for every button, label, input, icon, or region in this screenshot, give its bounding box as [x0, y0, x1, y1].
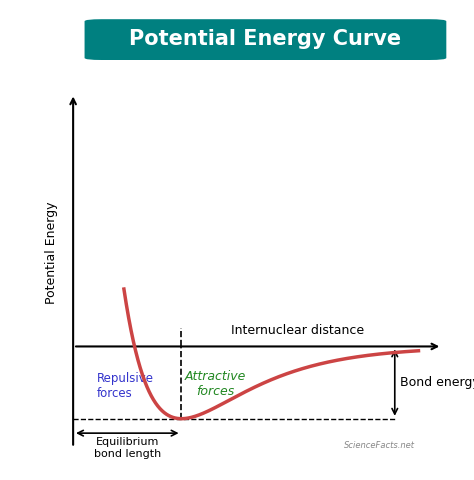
- Text: Bond energy: Bond energy: [400, 376, 474, 389]
- Text: Equilibrium
bond length: Equilibrium bond length: [94, 437, 161, 459]
- Text: ScienceFacts.net: ScienceFacts.net: [344, 441, 415, 450]
- Text: Potential Energy: Potential Energy: [45, 201, 58, 304]
- Text: Attractive
forces: Attractive forces: [185, 370, 246, 398]
- Text: Internuclear distance: Internuclear distance: [231, 324, 365, 337]
- FancyBboxPatch shape: [84, 19, 447, 60]
- Text: Potential Energy Curve: Potential Energy Curve: [129, 29, 401, 49]
- Text: Repulsive
forces: Repulsive forces: [97, 372, 154, 400]
